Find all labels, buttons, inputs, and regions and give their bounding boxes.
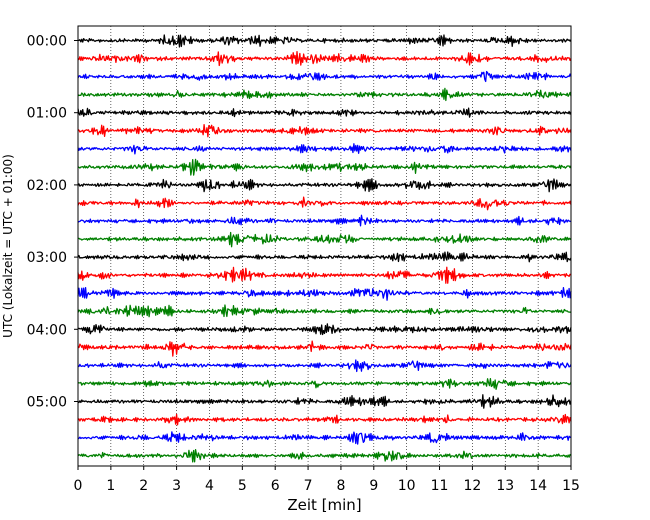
x-tick-label: 13 [496,478,514,494]
trace-line [77,266,572,284]
x-axis-label: Zeit [min] [287,496,361,514]
x-tick-label: 9 [369,478,378,494]
trace-line [77,449,572,463]
trace-line [77,158,572,176]
x-tick-label: 6 [271,478,280,494]
x-tick-label: 2 [139,478,148,494]
x-tick-label: 12 [463,478,481,494]
trace-line [77,251,572,263]
trace-line [77,304,572,318]
trace-line [77,287,572,301]
x-tick-label: 5 [238,478,247,494]
trace-line [77,378,572,390]
trace-line [77,107,572,118]
x-tick-label: 0 [74,478,83,494]
trace-line [77,178,572,193]
trace-line [77,231,572,248]
trace-line [77,51,572,67]
x-tick-label: 1 [106,478,115,494]
x-tick-label: 10 [398,478,416,494]
trace-line [77,34,572,48]
trace-line [77,413,572,426]
trace-line [77,431,572,445]
x-tick-label: 3 [172,478,181,494]
trace-line [77,340,572,357]
trace-line [77,359,572,373]
y-axis: 00:00 01:00 02:00 03:00 04:00 05:00 [27,34,78,411]
x-tick-label: 15 [562,478,580,494]
y-tick-label: 00:00 [27,34,67,50]
y-tick-label: 02:00 [27,178,67,194]
trace-line [77,143,572,155]
plot-frame [77,25,572,467]
x-tick-label: 8 [336,478,345,494]
x-tick-label: 11 [431,478,449,494]
y-tick-label: 05:00 [27,395,67,411]
y-tick-label: 01:00 [27,106,67,122]
trace-group [77,34,572,463]
trace-line [77,124,572,138]
y-axis-label: UTC (Lokalzeit = UTC + 01:00) [1,154,15,338]
trace-line [77,87,572,102]
x-axis: 0 1 2 3 4 5 6 7 8 9 10 11 12 13 14 15 [74,466,580,494]
trace-line [77,70,572,83]
x-tick-label: 4 [205,478,214,494]
x-tick-label: 14 [529,478,547,494]
grid-lines [110,26,539,466]
y-tick-label: 03:00 [27,250,67,266]
x-tick-label: 7 [304,478,313,494]
trace-line [77,214,572,227]
trace-line [77,196,572,211]
trace-line [77,323,572,336]
trace-line [77,394,572,409]
y-tick-label: 04:00 [27,322,67,338]
